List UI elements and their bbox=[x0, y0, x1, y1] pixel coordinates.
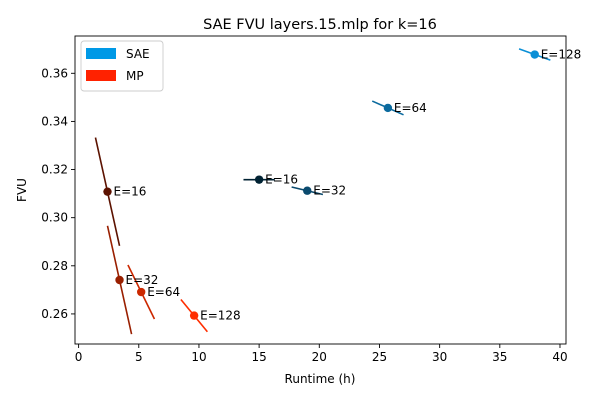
mp-point bbox=[103, 187, 112, 196]
data-points bbox=[103, 50, 539, 320]
legend-label-mp: MP bbox=[126, 69, 144, 83]
x-tick-label: 25 bbox=[372, 350, 387, 364]
x-tick-label: 40 bbox=[552, 350, 567, 364]
x-tick-label: 15 bbox=[251, 350, 266, 364]
x-tick-label: 35 bbox=[492, 350, 507, 364]
sae-point-label: E=64 bbox=[394, 101, 427, 115]
sae-point bbox=[383, 103, 393, 113]
mp-point-label: E=128 bbox=[200, 309, 241, 323]
y-tick-label: 0.32 bbox=[41, 163, 68, 177]
mp-point bbox=[136, 287, 146, 297]
x-axis-label: Runtime (h) bbox=[285, 372, 356, 386]
sae-point-label: E=32 bbox=[313, 184, 346, 198]
mp-point-label: E=32 bbox=[126, 273, 159, 287]
sae-point bbox=[303, 186, 312, 195]
mp-point bbox=[115, 275, 124, 285]
y-tick-label: 0.30 bbox=[41, 211, 68, 225]
sae-point-label: E=16 bbox=[265, 173, 298, 187]
y-tick-label: 0.34 bbox=[41, 114, 68, 128]
x-tick-label: 5 bbox=[135, 350, 143, 364]
mp-point bbox=[189, 311, 199, 320]
legend: SAE MP bbox=[80, 40, 164, 92]
sae-point bbox=[254, 175, 264, 184]
sae-point bbox=[530, 50, 539, 59]
x-tick-label: 10 bbox=[191, 350, 206, 364]
x-tick-label: 20 bbox=[312, 350, 327, 364]
y-tick-label: 0.36 bbox=[41, 66, 68, 80]
x-axis: 0 5 10 15 20 25 30 35 40 bbox=[75, 344, 568, 364]
chart-title: SAE FVU layers.15.mlp for k=16 bbox=[203, 17, 437, 33]
y-tick-label: 0.26 bbox=[41, 307, 68, 321]
x-tick-label: 0 bbox=[75, 350, 83, 364]
mp-point-label: E=64 bbox=[147, 285, 180, 299]
y-axis: 0.26 0.28 0.30 0.32 0.34 0.36 bbox=[41, 66, 75, 321]
x-tick-label: 30 bbox=[432, 350, 447, 364]
y-axis-label: FVU bbox=[15, 178, 29, 202]
mp-point-label: E=16 bbox=[113, 185, 146, 199]
legend-swatch-sae bbox=[86, 48, 116, 59]
sae-point-label: E=128 bbox=[541, 48, 582, 62]
legend-swatch-mp bbox=[86, 70, 116, 81]
y-tick-label: 0.28 bbox=[41, 259, 68, 273]
legend-label-sae: SAE bbox=[126, 47, 150, 61]
